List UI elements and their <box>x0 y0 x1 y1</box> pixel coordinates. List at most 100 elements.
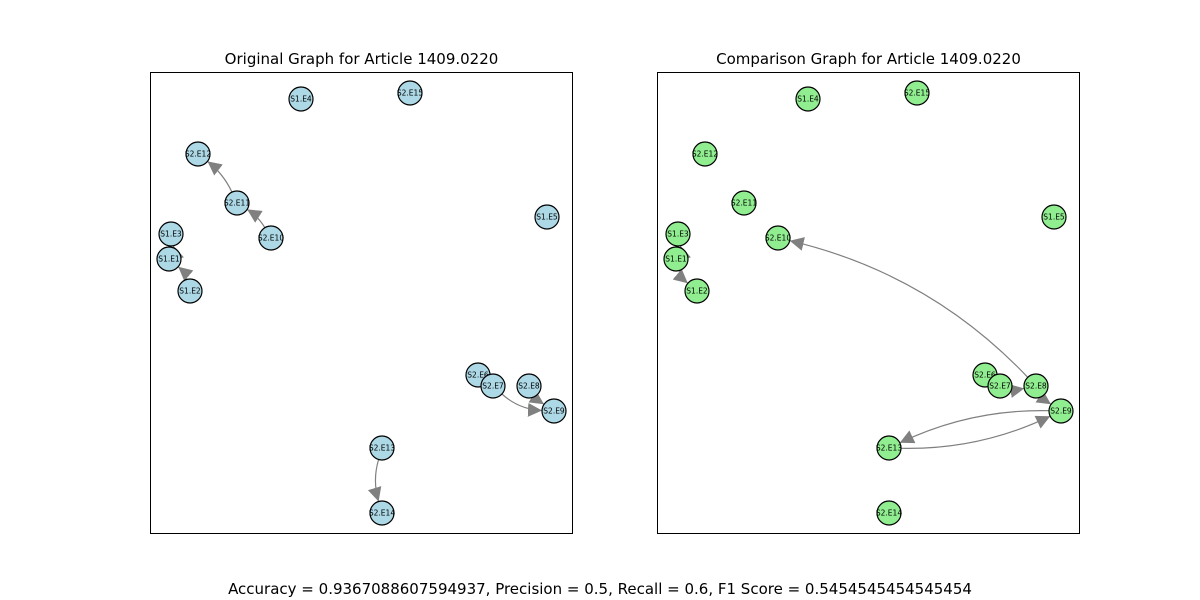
edge-S2.E13-to-S2.E9 <box>900 415 1051 449</box>
node-circle <box>224 190 250 216</box>
node-label: S2.E12 <box>185 150 211 159</box>
node-label: S1.E3 <box>160 230 182 239</box>
graph-node: S1.E4 <box>795 86 821 112</box>
node-label: S2.E6 <box>467 371 489 380</box>
edge-S2.E10-to-S2.E11 <box>246 208 266 229</box>
graph-node: S2.E15 <box>397 80 423 106</box>
node-label: S1.E5 <box>1043 213 1065 222</box>
node-circle <box>904 80 930 106</box>
node-label: S2.E7 <box>482 382 504 391</box>
graph-node: S2.E10 <box>258 225 284 251</box>
edge-S2.E8-to-S2.E9 <box>528 390 545 405</box>
node-circle <box>534 204 560 230</box>
node-circle <box>731 190 757 216</box>
edge-S2.E7-to-S2.E8 <box>1009 384 1025 398</box>
panel-original: Original Graph for Article 1409.0220 S1.… <box>150 50 573 534</box>
graph-node: S1.E4 <box>288 86 314 112</box>
node-circle <box>369 500 395 526</box>
graph-node: S1.E1 <box>663 246 689 272</box>
graph-node: S1.E1 <box>156 246 182 272</box>
plot-frame-original <box>150 72 573 534</box>
node-circle <box>156 246 182 272</box>
graph-node: S1.E3 <box>665 221 691 247</box>
node-label: S2.E13 <box>369 444 395 453</box>
node-label: S1.E4 <box>290 95 312 104</box>
graph-node: S2.E10 <box>765 225 791 251</box>
graph-node: S2.E8 <box>1023 373 1049 399</box>
node-label: S2.E8 <box>518 382 540 391</box>
node-circle <box>987 373 1013 399</box>
graph-node: S2.E12 <box>185 141 211 167</box>
graph-node: S2.E9 <box>541 398 567 424</box>
node-circle <box>397 80 423 106</box>
node-label: S2.E6 <box>974 371 996 380</box>
graph-node: S2.E15 <box>904 80 930 106</box>
node-label: S2.E9 <box>1050 407 1072 416</box>
node-circle <box>684 278 710 304</box>
node-circle <box>185 141 211 167</box>
node-circle <box>663 246 689 272</box>
node-circle <box>288 86 314 112</box>
node-circle <box>1023 373 1049 399</box>
node-circle <box>1048 398 1074 424</box>
graph-node: S2.E9 <box>1048 398 1074 424</box>
node-circle <box>876 435 902 461</box>
edge-S2.E7-to-S2.E9 <box>501 393 543 417</box>
node-label: S2.E10 <box>258 234 284 243</box>
node-label: S2.E15 <box>397 89 423 98</box>
graph-node: S1.E5 <box>1041 204 1067 230</box>
edge-S2.E13-to-S2.E14 <box>367 459 382 502</box>
node-label: S2.E14 <box>876 509 902 518</box>
graph-node: S1.E5 <box>534 204 560 230</box>
graph-node: S2.E11 <box>731 190 757 216</box>
graph-node: S2.E11 <box>224 190 250 216</box>
graph-node: S2.E13 <box>876 435 902 461</box>
node-label: S2.E11 <box>731 199 757 208</box>
node-label: S2.E7 <box>989 382 1011 391</box>
node-circle <box>665 221 691 247</box>
node-label: S1.E3 <box>667 230 689 239</box>
edge-S1.E1-to-S1.E2 <box>672 268 689 284</box>
node-circle <box>765 225 791 251</box>
nodes-original: S1.E4 S2.E15 S2.E12 S2.E11 S1.E5 S1.E3 S2.E10 S… <box>156 80 567 526</box>
edge-S1.E2-to-S1.E1 <box>177 266 194 282</box>
node-label: S2.E15 <box>904 89 930 98</box>
node-label: S1.E4 <box>797 95 819 104</box>
node-circle <box>369 435 395 461</box>
node-label: S1.E1 <box>665 255 687 264</box>
node-label: S1.E2 <box>179 287 201 296</box>
graph-node: S1.E2 <box>684 278 710 304</box>
node-label: S2.E9 <box>543 407 565 416</box>
node-label: S1.E5 <box>536 213 558 222</box>
graph-node: S2.E13 <box>369 435 395 461</box>
graph-node: S2.E14 <box>369 500 395 526</box>
edge-S2.E8-to-S2.E10 <box>789 237 1029 378</box>
graph-node: S2.E7 <box>987 373 1013 399</box>
node-circle <box>795 86 821 112</box>
node-label: S2.E10 <box>765 234 791 243</box>
node-label: S2.E12 <box>692 150 718 159</box>
graph-node: S2.E8 <box>516 373 542 399</box>
nodes-comparison: S1.E4 S2.E15 S2.E12 S2.E11 S1.E5 S1.E3 S2.E10 S… <box>663 80 1074 526</box>
edge-S2.E9-to-S2.E13 <box>899 410 1050 444</box>
graph-node: S1.E2 <box>177 278 203 304</box>
metrics-summary: Accuracy = 0.9367088607594937, Precision… <box>228 580 972 598</box>
node-circle <box>177 278 203 304</box>
edges-comparison <box>672 237 1052 449</box>
node-label: S2.E13 <box>876 444 902 453</box>
node-circle <box>516 373 542 399</box>
node-label: S1.E2 <box>686 287 708 296</box>
graph-node: S1.E3 <box>158 221 184 247</box>
node-circle <box>876 500 902 526</box>
edge-S2.E11-to-S2.E12 <box>207 160 233 193</box>
plot-frame-comparison <box>657 72 1080 534</box>
graph-node: S2.E14 <box>876 500 902 526</box>
node-label: S2.E8 <box>1025 382 1047 391</box>
node-label: S2.E14 <box>369 509 395 518</box>
node-label: S1.E1 <box>158 255 180 264</box>
graph-node: S2.E12 <box>692 141 718 167</box>
node-circle <box>258 225 284 251</box>
node-circle <box>480 373 506 399</box>
node-circle <box>692 141 718 167</box>
